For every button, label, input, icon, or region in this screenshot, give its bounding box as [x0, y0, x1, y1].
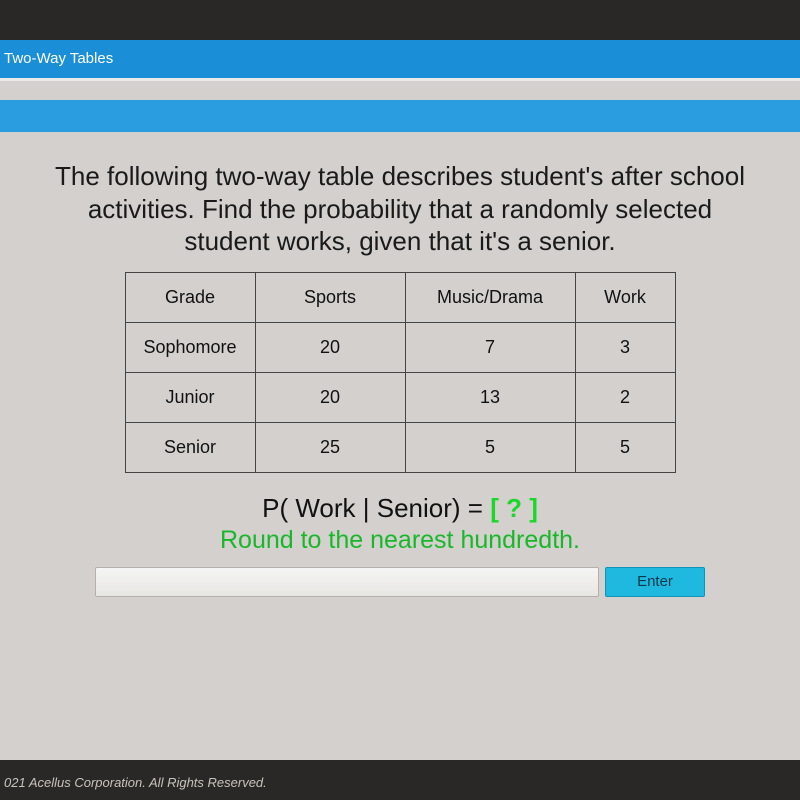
formula-prefix: P( Work | Senior) =	[262, 493, 490, 523]
col-header-sports: Sports	[255, 272, 405, 322]
cell-work: 3	[575, 322, 675, 372]
col-header-music: Music/Drama	[405, 272, 575, 322]
cell-sports: 20	[255, 372, 405, 422]
two-way-table: Grade Sports Music/Drama Work Sophomore …	[125, 272, 676, 473]
formula-line: P( Work | Senior) = [ ? ]	[50, 493, 750, 524]
answer-blank: [ ? ]	[490, 493, 538, 523]
answer-input[interactable]	[95, 567, 599, 597]
answer-row: Enter	[95, 567, 705, 597]
question-text: The following two-way table describes st…	[50, 160, 750, 258]
lesson-title-bar: Two-Way Tables	[0, 40, 800, 78]
table-row: Senior 25 5 5	[125, 422, 675, 472]
app-screen: Two-Way Tables The following two-way tab…	[0, 40, 800, 760]
table-row: Junior 20 13 2	[125, 372, 675, 422]
cell-music: 5	[405, 422, 575, 472]
col-header-grade: Grade	[125, 272, 255, 322]
cell-grade: Senior	[125, 422, 255, 472]
rounding-hint: Round to the nearest hundredth.	[50, 526, 750, 555]
cell-sports: 25	[255, 422, 405, 472]
cell-sports: 20	[255, 322, 405, 372]
table-header-row: Grade Sports Music/Drama Work	[125, 272, 675, 322]
cell-music: 7	[405, 322, 575, 372]
sub-header-bar	[0, 100, 800, 132]
divider-line	[0, 78, 800, 81]
cell-work: 5	[575, 422, 675, 472]
enter-button[interactable]: Enter	[605, 567, 705, 597]
col-header-work: Work	[575, 272, 675, 322]
cell-music: 13	[405, 372, 575, 422]
cell-grade: Sophomore	[125, 322, 255, 372]
cell-work: 2	[575, 372, 675, 422]
lesson-title: Two-Way Tables	[4, 50, 113, 67]
table-row: Sophomore 20 7 3	[125, 322, 675, 372]
cell-grade: Junior	[125, 372, 255, 422]
content-area: The following two-way table describes st…	[0, 160, 800, 597]
copyright-footer: 021 Acellus Corporation. All Rights Rese…	[0, 775, 800, 790]
